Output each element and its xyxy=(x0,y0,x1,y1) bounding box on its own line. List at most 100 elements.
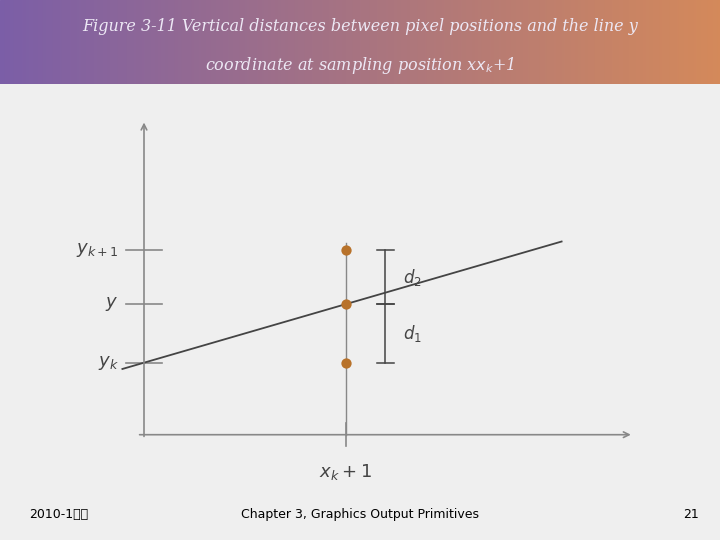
Bar xyxy=(374,0,377,84)
Bar xyxy=(293,0,295,84)
Bar xyxy=(70,0,72,84)
Bar xyxy=(612,0,614,84)
Bar xyxy=(288,0,290,84)
Bar xyxy=(641,0,643,84)
Bar xyxy=(175,0,178,84)
Bar xyxy=(125,0,127,84)
Bar xyxy=(358,0,360,84)
Bar xyxy=(189,0,192,84)
Bar xyxy=(117,0,120,84)
Bar xyxy=(504,0,506,84)
Bar xyxy=(667,0,670,84)
Bar xyxy=(333,0,336,84)
Bar xyxy=(454,0,456,84)
Bar xyxy=(468,0,470,84)
Bar xyxy=(670,0,672,84)
Text: Figure 3-11 Vertical distances between pixel positions and the line y: Figure 3-11 Vertical distances between p… xyxy=(82,18,638,35)
Bar xyxy=(636,0,639,84)
Bar xyxy=(701,0,703,84)
Bar xyxy=(711,0,713,84)
Bar xyxy=(153,0,156,84)
Bar xyxy=(225,0,228,84)
Bar xyxy=(55,0,58,84)
Bar xyxy=(672,0,675,84)
Bar xyxy=(250,0,252,84)
Bar xyxy=(682,0,684,84)
Bar xyxy=(567,0,569,84)
Bar xyxy=(127,0,130,84)
Bar xyxy=(60,0,63,84)
Bar xyxy=(63,0,65,84)
Bar xyxy=(650,0,653,84)
Bar xyxy=(643,0,646,84)
Bar xyxy=(245,0,247,84)
Bar xyxy=(331,0,333,84)
Bar xyxy=(235,0,238,84)
Bar xyxy=(2,0,5,84)
Bar xyxy=(511,0,513,84)
Bar xyxy=(461,0,463,84)
Bar xyxy=(578,0,581,84)
Bar xyxy=(396,0,398,84)
Bar xyxy=(545,0,547,84)
Bar xyxy=(444,0,446,84)
Bar xyxy=(161,0,163,84)
Bar xyxy=(86,0,89,84)
Bar xyxy=(312,0,315,84)
Bar xyxy=(156,0,158,84)
Bar xyxy=(27,0,29,84)
Bar xyxy=(418,0,420,84)
Bar xyxy=(405,0,408,84)
Bar xyxy=(387,0,389,84)
Bar xyxy=(653,0,655,84)
Bar xyxy=(391,0,394,84)
Bar xyxy=(216,0,218,84)
Bar xyxy=(324,0,326,84)
Bar xyxy=(684,0,686,84)
Bar xyxy=(518,0,521,84)
Bar xyxy=(531,0,533,84)
Bar xyxy=(648,0,650,84)
Bar xyxy=(557,0,559,84)
Bar xyxy=(485,0,487,84)
Bar xyxy=(115,0,117,84)
Bar xyxy=(703,0,706,84)
Bar xyxy=(36,0,38,84)
Bar xyxy=(415,0,418,84)
Bar xyxy=(382,0,384,84)
Bar xyxy=(322,0,324,84)
Bar xyxy=(326,0,329,84)
Bar xyxy=(343,0,346,84)
Bar xyxy=(686,0,689,84)
Bar xyxy=(74,0,77,84)
Bar xyxy=(492,0,495,84)
Bar xyxy=(369,0,372,84)
Bar xyxy=(706,0,708,84)
Bar xyxy=(657,0,660,84)
Bar xyxy=(173,0,175,84)
Bar xyxy=(319,0,322,84)
Bar xyxy=(94,0,96,84)
Bar xyxy=(12,0,14,84)
Bar xyxy=(639,0,641,84)
Bar xyxy=(610,0,612,84)
Bar xyxy=(214,0,216,84)
Bar xyxy=(718,0,720,84)
Bar xyxy=(257,0,259,84)
Bar xyxy=(130,0,132,84)
Bar xyxy=(67,0,70,84)
Bar xyxy=(307,0,310,84)
Bar xyxy=(264,0,266,84)
Bar xyxy=(182,0,185,84)
Bar xyxy=(372,0,374,84)
Bar xyxy=(394,0,396,84)
Bar xyxy=(456,0,459,84)
Bar xyxy=(605,0,607,84)
Bar xyxy=(593,0,595,84)
Bar xyxy=(624,0,626,84)
Bar xyxy=(432,0,434,84)
Bar xyxy=(571,0,574,84)
Bar xyxy=(477,0,480,84)
Bar xyxy=(423,0,425,84)
Bar xyxy=(463,0,466,84)
